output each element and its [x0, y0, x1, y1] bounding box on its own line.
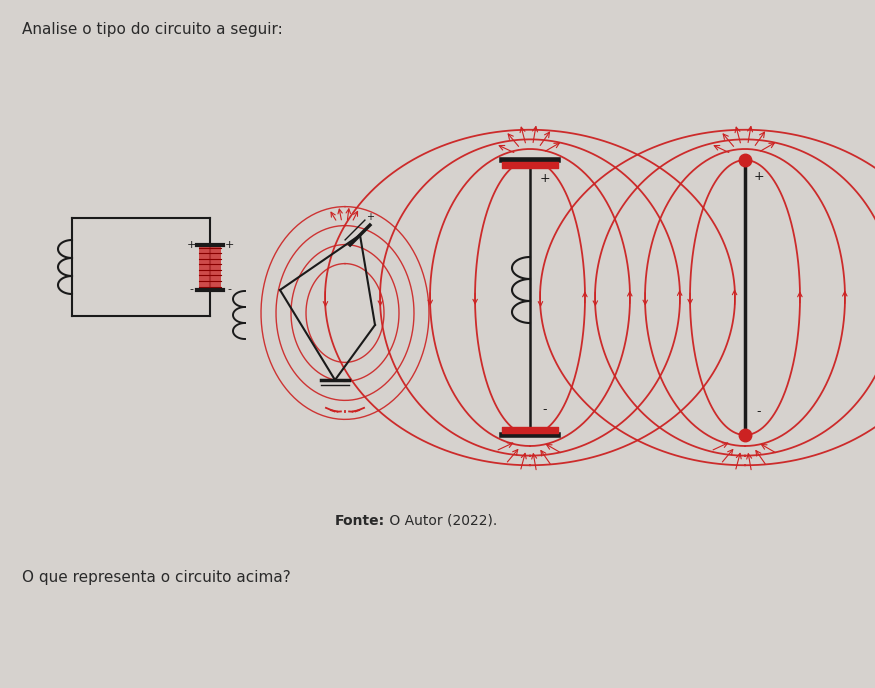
Text: -: - — [757, 405, 761, 418]
Text: -: - — [542, 403, 547, 416]
Text: O que representa o circuito acima?: O que representa o circuito acima? — [22, 570, 290, 585]
Text: +: + — [753, 170, 765, 183]
Text: +: + — [186, 239, 196, 250]
Text: +: + — [224, 239, 234, 250]
Text: Fonte:: Fonte: — [335, 514, 385, 528]
Text: Analise o tipo do circuito a seguir:: Analise o tipo do circuito a seguir: — [22, 22, 283, 37]
Bar — [199, 244, 221, 290]
Text: -: - — [189, 285, 193, 294]
Text: +: + — [366, 212, 374, 222]
Text: O Autor (2022).: O Autor (2022). — [385, 514, 497, 528]
Text: +: + — [540, 172, 550, 185]
Text: -: - — [227, 285, 231, 294]
